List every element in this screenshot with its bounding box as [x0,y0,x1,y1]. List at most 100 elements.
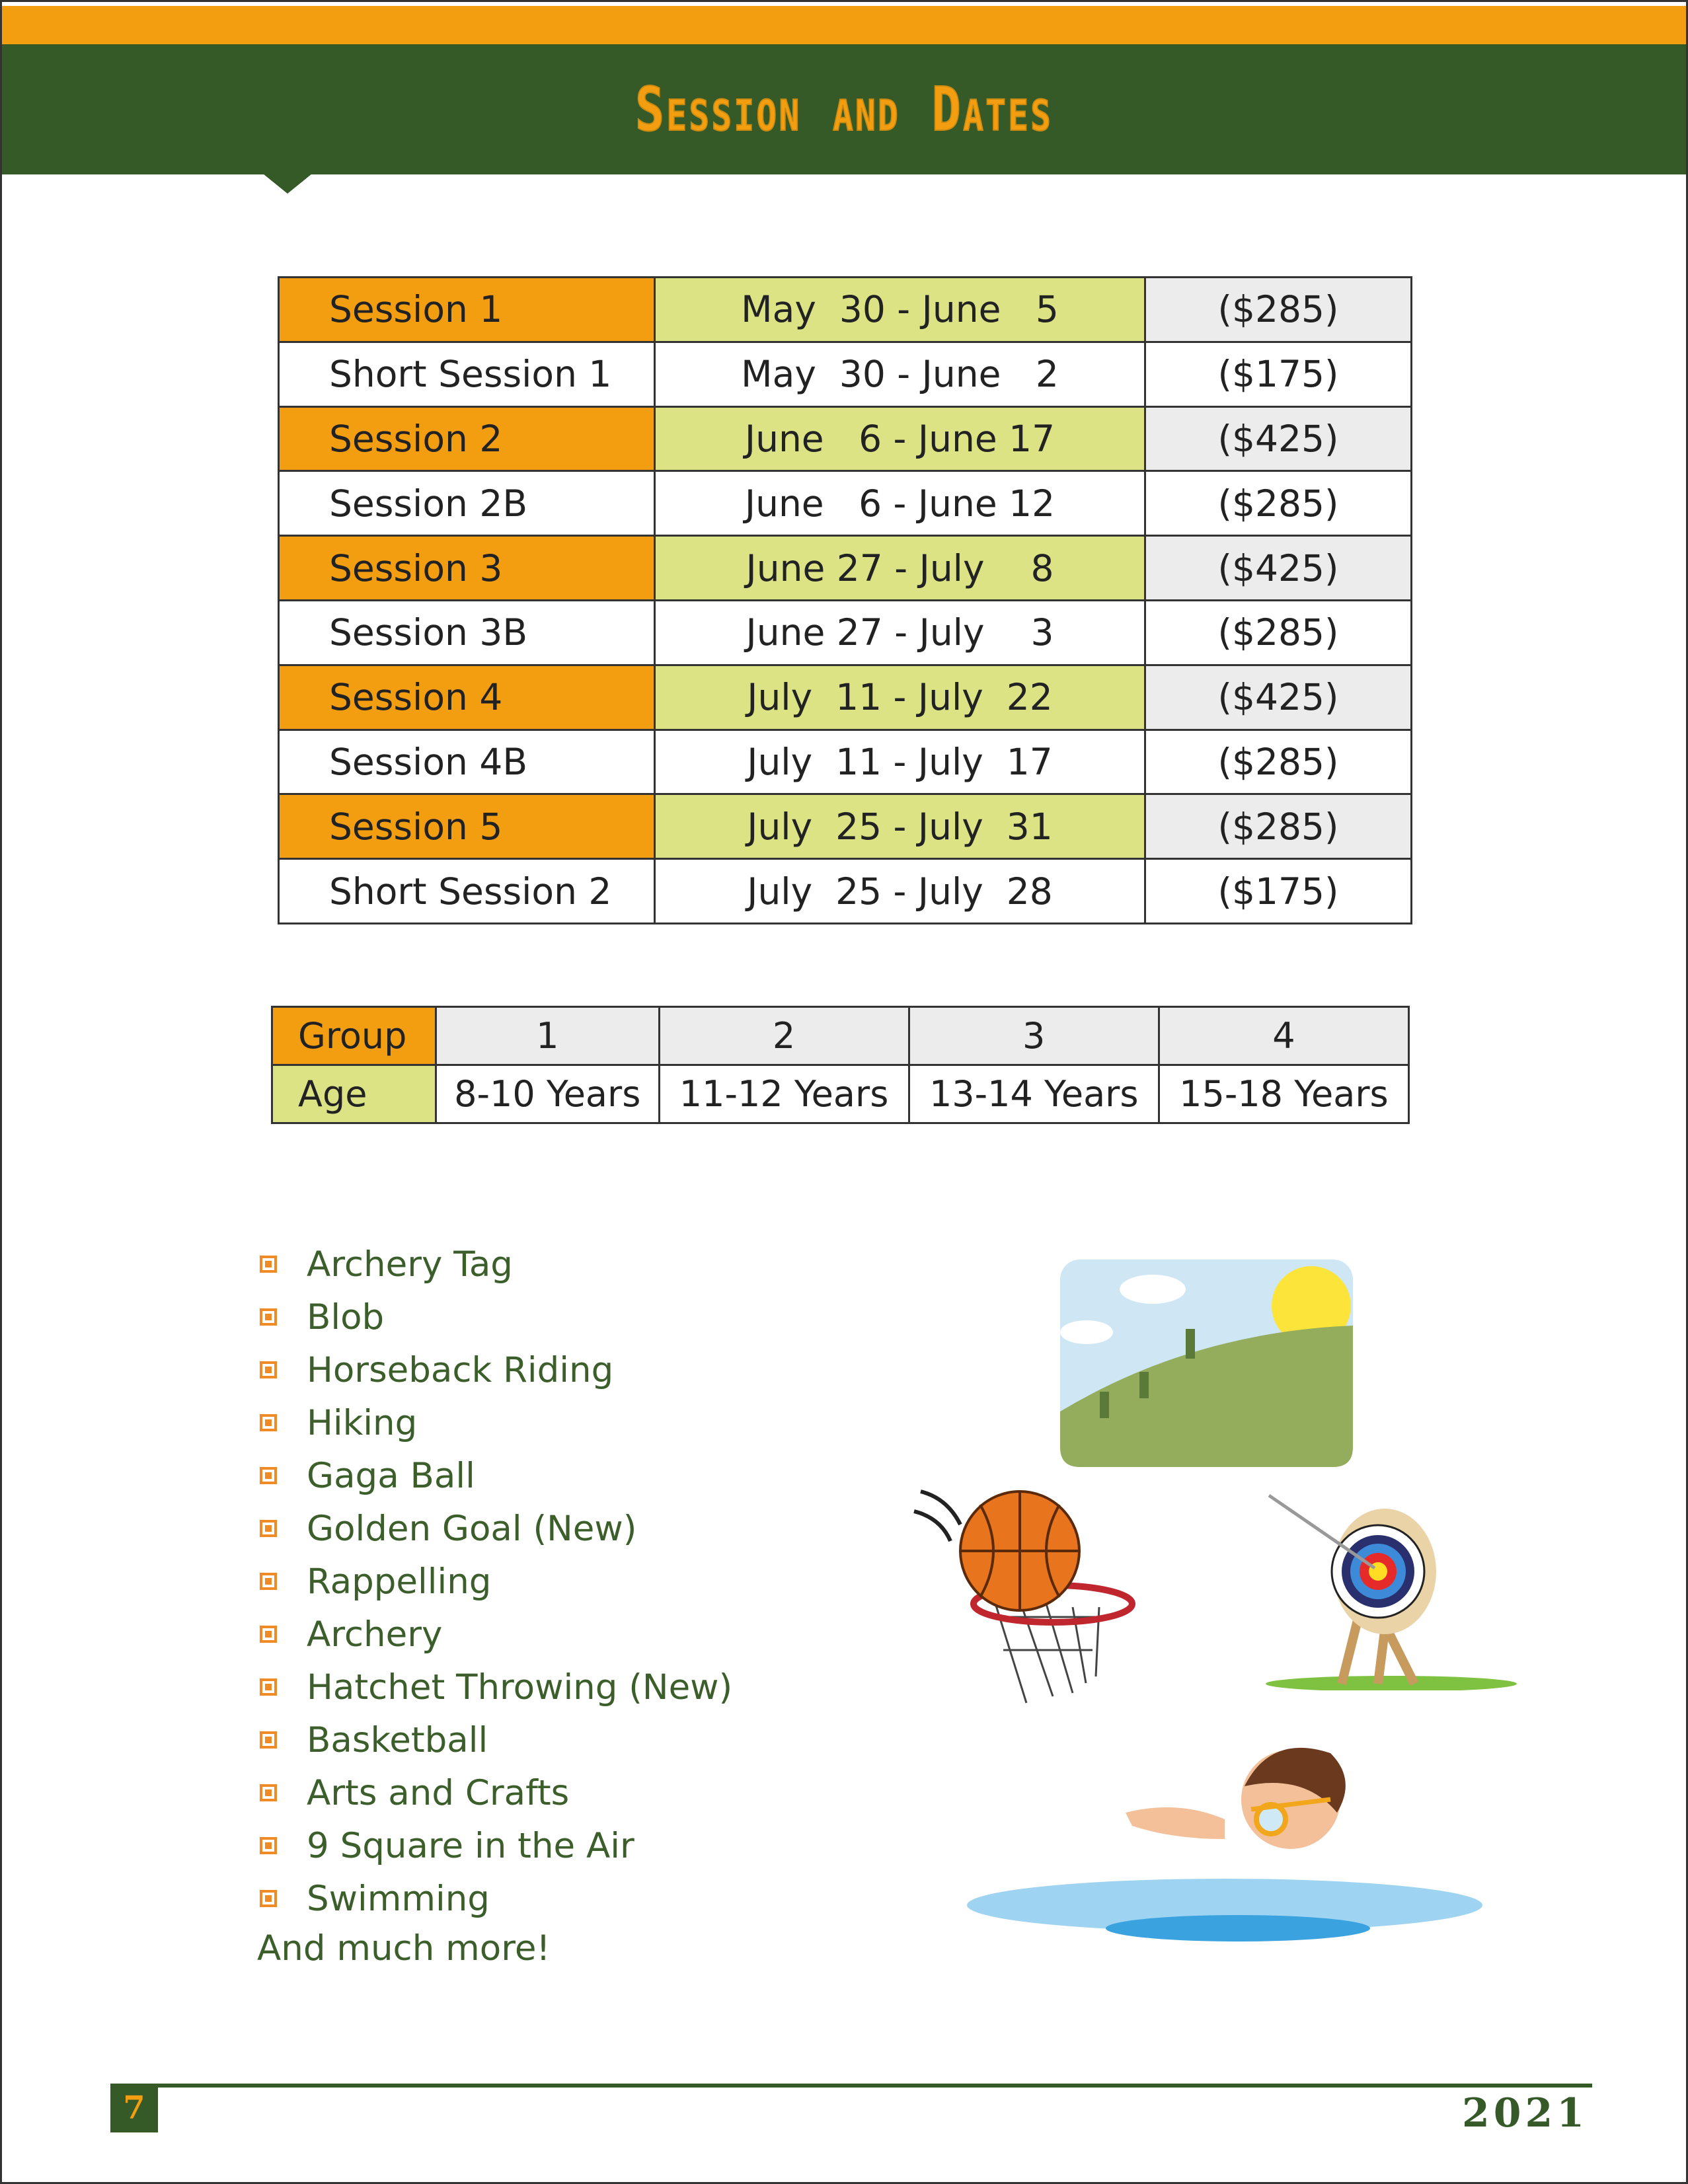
session-row: Session 5 July 25 - July 31 ($285) [278,793,1412,860]
footer-year: 2021 [1462,2090,1588,2136]
activity-label: Hiking [307,1402,418,1443]
activity-label: Golden Goal (New) [307,1508,637,1549]
square-bullet-icon [260,1890,277,1907]
activity-item: 9 Square in the Air [257,1819,732,1872]
activity-label: Swimming [307,1878,490,1919]
session-price: ($425) [1144,663,1412,731]
session-row: Session 1 May 30 - June 5 ($285) [278,276,1412,343]
session-dates: May 30 - June 2 [654,340,1146,408]
and-much-more: And much more! [257,1928,551,1969]
header-pointer [263,174,312,194]
group-number: 2 [658,1006,910,1066]
session-name: Session 5 [278,793,656,860]
session-dates: June 27 - July 3 [654,599,1146,666]
swimmer-illustration [967,1747,1482,1941]
session-row: Session 4 July 11 - July 22 ($425) [278,663,1412,731]
age-range: 8-10 Years [435,1064,660,1124]
header-green-band [2,44,1686,174]
session-name: Short Session 2 [278,858,656,924]
square-bullet-icon [260,1361,277,1378]
page-number: 7 [110,2084,158,2132]
header-orange-band [2,6,1686,44]
square-bullet-icon [260,1678,277,1696]
footer-rule [110,2084,1592,2088]
activity-item: Hatchet Throwing (New) [257,1661,732,1713]
activity-item: Hiking [257,1396,732,1449]
activity-label: Blob [307,1297,385,1337]
square-bullet-icon [260,1837,277,1854]
age-label: Age [271,1064,437,1124]
activity-item: Rappelling [257,1555,732,1608]
basketball-illustration [913,1489,1135,1704]
session-name: Session 4 [278,663,656,731]
age-groups-table: Group 1 2 3 4 Age 8-10 Years 11-12 Years… [271,1006,1410,1124]
activity-item: Golden Goal (New) [257,1502,732,1555]
session-price: ($425) [1144,405,1412,472]
activity-item: Basketball [257,1713,732,1766]
session-price: ($175) [1144,858,1412,924]
session-price: ($175) [1144,340,1412,408]
session-dates: June 6 - June 17 [654,405,1146,472]
session-name: Session 1 [278,276,656,343]
session-dates: July 25 - July 28 [654,858,1146,924]
session-row: Session 3B June 27 - July 3 ($285) [278,599,1412,666]
activity-item: Swimming [257,1872,732,1925]
activities-list: Archery Tag Blob Horseback Riding Hiking Gag… [257,1238,732,1925]
session-dates: June 6 - June 12 [654,470,1146,537]
square-bullet-icon [260,1784,277,1801]
archery-target-illustration [1266,1493,1517,1690]
session-price: ($285) [1144,470,1412,537]
session-row: Short Session 2 July 25 - July 28 ($175) [278,858,1412,924]
square-bullet-icon [260,1467,277,1484]
session-name: Session 2B [278,470,656,537]
activity-label: Basketball [307,1719,488,1760]
session-price: ($285) [1144,276,1412,343]
hiking-illustration [1060,1260,1353,1467]
session-row: Short Session 1 May 30 - June 2 ($175) [278,340,1412,408]
age-row: Age 8-10 Years 11-12 Years 13-14 Years 1… [271,1064,1410,1124]
group-row: Group 1 2 3 4 [271,1006,1410,1066]
activity-item: Archery [257,1608,732,1661]
activity-label: 9 Square in the Air [307,1825,634,1866]
activity-label: Gaga Ball [307,1455,475,1496]
sessions-table: Session 1 May 30 - June 5 ($285) Short Sess… [278,276,1412,924]
session-price: ($425) [1144,535,1412,601]
age-range: 11-12 Years [658,1064,910,1124]
activity-item: Arts and Crafts [257,1766,732,1819]
square-bullet-icon [260,1308,277,1326]
activity-label: Archery Tag [307,1244,513,1285]
session-row: Session 2B June 6 - June 12 ($285) [278,470,1412,537]
activity-item: Blob [257,1291,732,1343]
activity-label: Hatchet Throwing (New) [307,1667,733,1708]
session-dates: July 25 - July 31 [654,793,1146,860]
session-row: Session 3 June 27 - July 8 ($425) [278,535,1412,601]
activity-item: Archery Tag [257,1238,732,1291]
page-title: Session and Dates [634,73,1054,145]
session-dates: July 11 - July 22 [654,663,1146,731]
session-name: Short Session 1 [278,340,656,408]
group-number: 4 [1157,1006,1410,1066]
square-bullet-icon [260,1626,277,1643]
session-name: Session 2 [278,405,656,472]
session-price: ($285) [1144,728,1412,796]
session-name: Session 3B [278,599,656,666]
session-dates: June 27 - July 8 [654,535,1146,601]
activity-label: Archery [307,1614,443,1655]
square-bullet-icon [260,1414,277,1431]
square-bullet-icon [260,1256,277,1273]
square-bullet-icon [260,1520,277,1537]
group-number: 3 [907,1006,1160,1066]
session-dates: July 11 - July 17 [654,728,1146,796]
session-name: Session 4B [278,728,656,796]
session-price: ($285) [1144,793,1412,860]
session-name: Session 3 [278,535,656,601]
session-row: Session 2 June 6 - June 17 ($425) [278,405,1412,472]
group-number: 1 [435,1006,660,1066]
group-label: Group [271,1006,437,1066]
session-price: ($285) [1144,599,1412,666]
session-row: Session 4B July 11 - July 17 ($285) [278,728,1412,796]
activity-item: Horseback Riding [257,1343,732,1396]
activity-item: Gaga Ball [257,1449,732,1502]
activity-label: Arts and Crafts [307,1772,570,1813]
age-range: 15-18 Years [1157,1064,1410,1124]
